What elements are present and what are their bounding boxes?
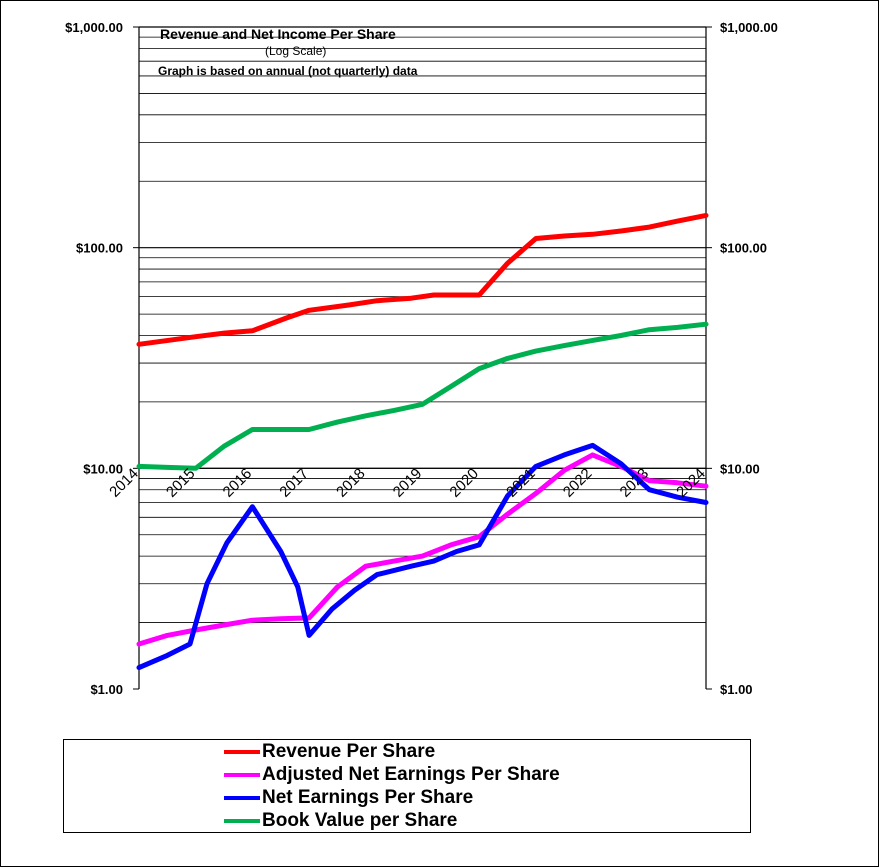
- x-tick-label: 2019: [390, 465, 426, 501]
- legend-label-adjusted-earnings: Adjusted Net Earnings Per Share: [262, 763, 560, 785]
- y-tick-label-right: $100.00: [720, 241, 767, 256]
- y-tick-label-left: $1,000.00: [65, 20, 123, 35]
- x-tick-label: 2020: [446, 465, 482, 501]
- legend-item-book-value: Book Value per Share: [224, 809, 457, 832]
- y-tick-label-left: $100.00: [76, 241, 123, 256]
- series-line-3: [136, 321, 709, 471]
- series-line-2: [136, 442, 709, 671]
- axes: [133, 26, 712, 690]
- legend-item-adjusted-earnings: Adjusted Net Earnings Per Share: [224, 763, 560, 786]
- x-tick-label: 2017: [276, 465, 312, 501]
- legend-swatch-book-value: [224, 818, 260, 823]
- legend-label-book-value: Book Value per Share: [262, 809, 458, 831]
- chart-title-block: Revenue and Net Income Per Share (Log Sc…: [158, 26, 418, 78]
- chart-note: Graph is based on annual (not quarterly)…: [158, 64, 418, 78]
- series-line-1: [136, 452, 709, 647]
- legend-item-net-earnings: Net Earnings Per Share: [224, 786, 473, 809]
- legend-label-revenue: Revenue Per Share: [262, 740, 436, 762]
- legend-swatch-adjusted-earnings: [224, 772, 260, 777]
- legend-swatch-revenue: [224, 749, 260, 754]
- gridlines: [139, 36, 706, 623]
- legend-item-revenue: Revenue Per Share: [224, 740, 435, 763]
- x-tick-label: 2023: [617, 465, 653, 501]
- y-tick-label-left: $10.00: [83, 461, 123, 476]
- x-tick-label: 2018: [333, 465, 369, 501]
- legend-swatch-net-earnings: [224, 795, 260, 800]
- y-tick-label-right: $10.00: [720, 461, 760, 476]
- y-tick-label-right: $1,000.00: [720, 20, 778, 35]
- x-tick-label: 2024: [673, 465, 709, 501]
- y-tick-label-right: $1.00: [720, 682, 753, 697]
- legend-label-net-earnings: Net Earnings Per Share: [262, 786, 474, 808]
- chart-title: Revenue and Net Income Per Share: [160, 26, 396, 42]
- series-line-0: [136, 212, 709, 347]
- series-lines: [136, 212, 709, 671]
- chart-subtitle: (Log Scale): [265, 44, 326, 58]
- x-tick-label: 2016: [220, 465, 256, 501]
- y-tick-label-left: $1.00: [90, 682, 123, 697]
- legend: Revenue Per Share Adjusted Net Earnings …: [63, 739, 751, 833]
- tick-labels: $1.00 $1.00 $10.00 $10.00 $100.00 $100.00 $1,0…: [65, 20, 778, 697]
